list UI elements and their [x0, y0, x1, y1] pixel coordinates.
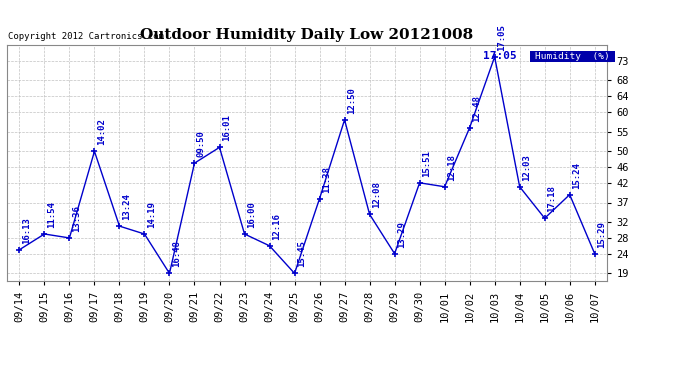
Text: 15:45: 15:45	[297, 241, 306, 267]
Text: 17:05: 17:05	[497, 24, 506, 51]
Text: 14:19: 14:19	[147, 201, 156, 228]
Text: 12:16: 12:16	[272, 213, 281, 240]
Text: 11:38: 11:38	[322, 166, 331, 193]
Text: 16:00: 16:00	[247, 201, 256, 228]
Text: 17:05: 17:05	[484, 51, 517, 61]
Title: Outdoor Humidity Daily Low 20121008: Outdoor Humidity Daily Low 20121008	[141, 28, 473, 42]
Text: 12:50: 12:50	[347, 87, 356, 114]
Text: 15:29: 15:29	[598, 221, 607, 248]
Text: 13:36: 13:36	[72, 205, 81, 232]
Text: 15:24: 15:24	[572, 162, 581, 189]
Text: 13:24: 13:24	[122, 194, 131, 220]
Text: 12:48: 12:48	[472, 95, 481, 122]
Text: 17:18: 17:18	[547, 186, 556, 212]
Text: 12:03: 12:03	[522, 154, 531, 181]
Text: Humidity  (%): Humidity (%)	[535, 51, 609, 60]
Text: 13:29: 13:29	[397, 221, 406, 248]
Text: 11:54: 11:54	[47, 201, 56, 228]
Text: 12:08: 12:08	[372, 182, 381, 209]
Text: 16:48: 16:48	[172, 241, 181, 267]
Text: 09:50: 09:50	[197, 130, 206, 157]
FancyBboxPatch shape	[530, 51, 615, 62]
Text: 15:51: 15:51	[422, 150, 431, 177]
Text: 16:01: 16:01	[222, 115, 231, 141]
Text: 14:02: 14:02	[97, 118, 106, 146]
Text: 12:18: 12:18	[447, 154, 456, 181]
Text: 16:13: 16:13	[22, 217, 31, 244]
Text: Copyright 2012 Cartronics.com: Copyright 2012 Cartronics.com	[8, 32, 164, 41]
